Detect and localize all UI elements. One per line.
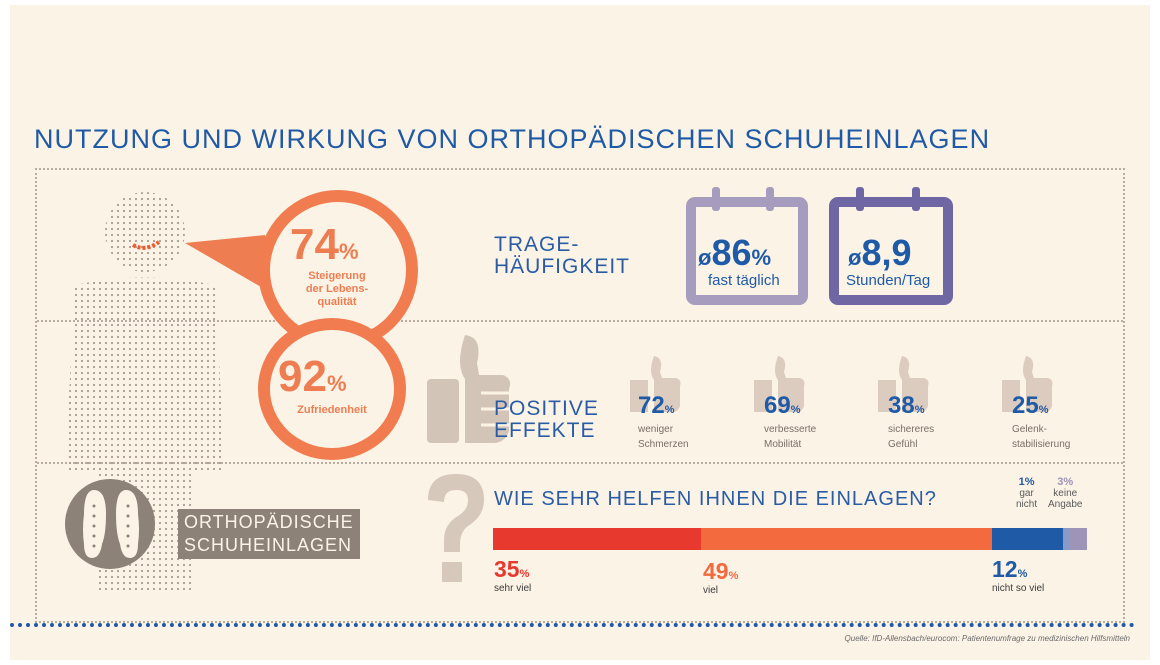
thumbs-up-icon (878, 356, 929, 412)
calendar-ring-icon (712, 187, 720, 211)
stunden-tag-value: ø8,9 (848, 232, 912, 273)
lebensqualitaet-label: Steigerung der Lebens- qualität (305, 270, 369, 308)
effect-weniger-schmerzen: 72% weniger Schmerzen (628, 356, 728, 456)
effect-value: 72% (638, 392, 675, 419)
legend-sehr-viel: 35% sehr viel (494, 556, 531, 594)
legend-viel: 49% viel (703, 558, 738, 596)
content-frame (35, 168, 1125, 623)
insoles-icon (65, 479, 155, 569)
answers-stacked-bar (493, 528, 1087, 550)
calendar-ring-icon (856, 187, 864, 211)
effect-label: sichereres Gefühl (888, 424, 935, 450)
legend-value: 35% (494, 556, 530, 582)
thumbs-up-icon (427, 335, 511, 443)
thumbs-up-icon (630, 356, 681, 412)
calendar-stunden-tag (829, 197, 953, 305)
calendar-fast-taeglich (686, 197, 808, 305)
zufriedenheit-label: Zufriedenheit (297, 404, 367, 416)
zufriedenheit-value: 92% (278, 352, 347, 401)
bar-segment (1069, 528, 1087, 550)
effect-verbesserte-mobilitaet: 69% verbesserte Mobilität (752, 356, 852, 456)
bar-segment (493, 528, 701, 550)
tragehaeufigkeit-heading: TRAGE- HÄUFIGKEIT (494, 233, 631, 278)
legend-label: sehr viel (494, 583, 532, 594)
fast-taeglich-label: fast täglich (708, 272, 780, 289)
thumbs-up-icon (1002, 356, 1053, 412)
page-title: NUTZUNG UND WIRKUNG VON ORTHOPÄDISCHEN S… (34, 124, 991, 154)
stunden-tag-label: Stunden/Tag (846, 272, 931, 289)
legend-value: 12% (992, 556, 1028, 582)
bar-segment (1063, 528, 1070, 550)
effect-gelenkstabilisierung: 25% Gelenk-stabilisierung (1000, 356, 1110, 456)
legend-gar-nicht: 1% gar nicht (1016, 476, 1038, 510)
effect-label: verbesserte Mobilität (764, 424, 817, 450)
footer-divider (10, 623, 1135, 627)
lebensqualitaet-value: 74% (290, 220, 359, 269)
divider-1 (37, 320, 1123, 322)
question-mark-icon (428, 474, 484, 582)
bubble-pointer (185, 235, 275, 295)
bar-segment (991, 528, 1064, 550)
fast-taeglich-value: ø86% (698, 232, 772, 273)
legend-keine-angabe: 3% keine Angabe (1048, 476, 1083, 510)
insoles-label: ORTHOPÄDISCHE SCHUHEINLAGEN (178, 509, 360, 559)
source-note: Quelle: IfD-Allensbach/eurocom: Patiente… (844, 634, 1130, 643)
effect-label: weniger Schmerzen (638, 424, 689, 450)
effect-value: 25% (1012, 392, 1049, 419)
effect-value: 69% (764, 392, 801, 419)
thumbs-up-icon (754, 356, 805, 412)
divider-2 (37, 462, 1123, 464)
question-heading: WIE SEHR HELFEN IHNEN DIE EINLAGEN? (494, 488, 937, 510)
legend-label: viel (703, 585, 719, 596)
effect-label: Gelenk-stabilisierung (1012, 424, 1071, 450)
legend-value: 49% (703, 558, 739, 584)
positive-effekte-heading: POSITIVE EFFEKTE (494, 397, 599, 442)
bar-segment (700, 528, 992, 550)
legend-label: nicht so viel (992, 583, 1045, 594)
calendar-ring-icon (766, 187, 774, 211)
effect-value: 38% (888, 392, 925, 419)
legend-nicht-so-viel: 12% nicht so viel (992, 556, 1044, 594)
calendar-ring-icon (912, 187, 920, 211)
effect-sichereres-gefuehl: 38% sichereres Gefühl (876, 356, 976, 456)
